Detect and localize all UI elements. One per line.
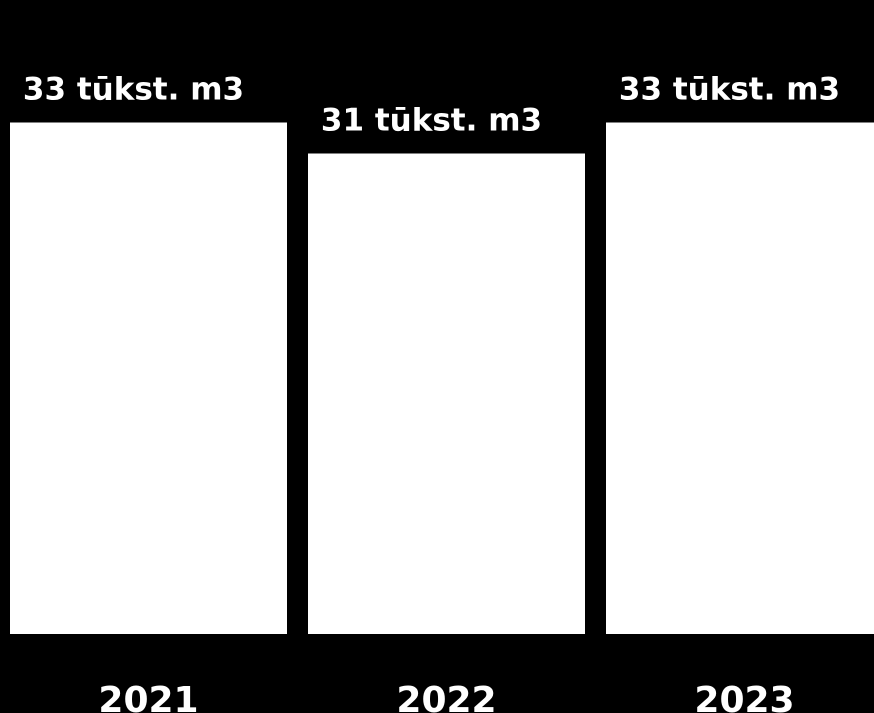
data-label-2022: 31 tūkst. m3 — [321, 103, 542, 139]
data-label-2023: 33 tūkst. m3 — [619, 72, 840, 108]
x-axis-tick-labels: 2021 2022 2023 — [98, 680, 794, 713]
bar-2023 — [606, 122, 874, 634]
x-tick-label-2021: 2021 — [98, 680, 198, 713]
x-tick-label-2022: 2022 — [396, 680, 496, 713]
x-tick-label-2023: 2023 — [694, 680, 794, 713]
bar-2022 — [308, 153, 585, 634]
data-label-2021: 33 tūkst. m3 — [23, 72, 244, 108]
bars-group — [10, 122, 874, 634]
bar-2021 — [10, 122, 287, 634]
data-labels-group: 33 tūkst. m3 31 tūkst. m3 33 tūkst. m3 — [23, 72, 840, 139]
